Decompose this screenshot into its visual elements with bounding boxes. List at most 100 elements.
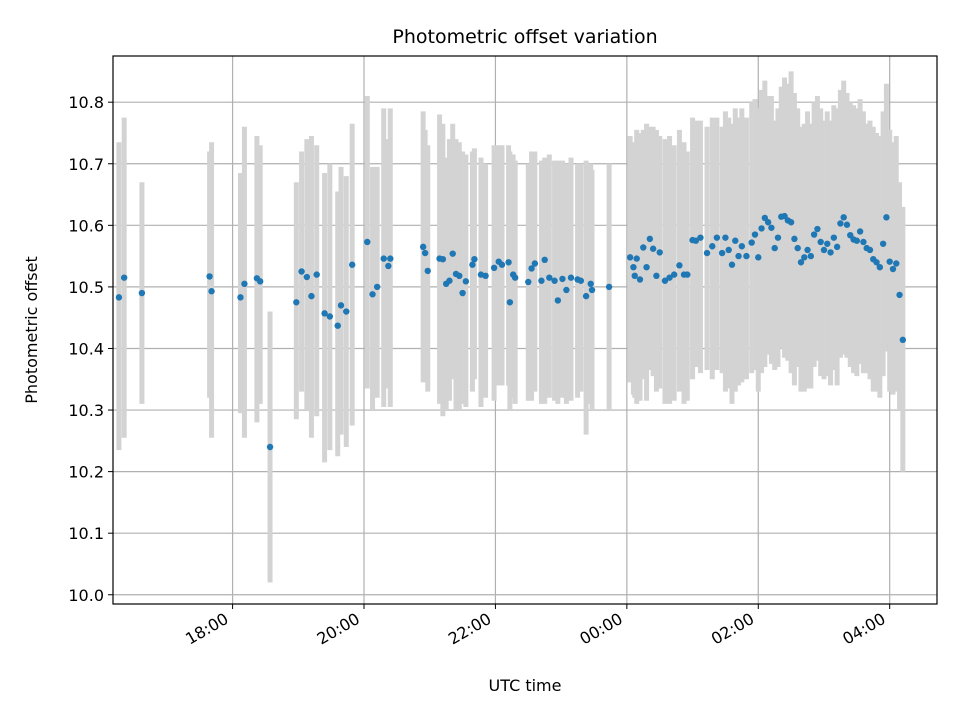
data-point [605, 283, 613, 291]
data-point [791, 235, 798, 243]
data-point [208, 288, 215, 295]
y-tick-label: 10.3 [68, 401, 104, 420]
data-point [541, 256, 548, 264]
data-point [266, 443, 274, 451]
data-point [439, 255, 447, 263]
data-point [554, 297, 562, 304]
data-point [640, 244, 647, 251]
data-point [531, 260, 539, 267]
data-point [469, 261, 476, 268]
data-point [837, 220, 844, 227]
data-point [758, 225, 765, 232]
data-point [387, 255, 394, 262]
data-point [820, 246, 828, 254]
data-point [505, 259, 512, 266]
plot-frame [112, 55, 938, 605]
data-point [424, 267, 431, 275]
data-point [656, 249, 663, 256]
data-point [732, 237, 739, 244]
data-point [725, 246, 732, 254]
data-point [348, 261, 356, 268]
data-point [303, 273, 311, 281]
data-point [421, 249, 429, 257]
data-point [797, 259, 805, 266]
data-point [337, 302, 345, 309]
data-point [630, 263, 637, 271]
data-point [827, 249, 834, 256]
data-point [743, 252, 750, 260]
data-point [588, 286, 596, 294]
data-point [419, 243, 427, 251]
data-point [722, 234, 729, 241]
data-point [697, 234, 704, 241]
data-point [636, 276, 644, 283]
data-point [498, 261, 506, 268]
y-tick-label: 10.6 [68, 216, 104, 235]
data-point [626, 254, 634, 261]
data-point [631, 272, 638, 280]
data-point [462, 278, 470, 285]
data-point [703, 249, 711, 257]
data-point [860, 238, 867, 246]
data-point [256, 278, 264, 285]
data-point [115, 294, 123, 301]
data-point [814, 225, 821, 233]
data-point [794, 244, 801, 252]
data-point [206, 273, 213, 280]
data-point [646, 235, 654, 243]
data-point [830, 234, 838, 241]
data-point [567, 274, 575, 281]
data-point [551, 277, 558, 284]
y-tick-label: 10.4 [68, 339, 104, 358]
data-point [755, 254, 762, 261]
data-point [653, 272, 660, 280]
data-point [633, 255, 640, 262]
data-point [446, 277, 453, 284]
data-point [326, 313, 334, 320]
data-point [666, 274, 673, 281]
data-point [298, 268, 305, 275]
data-point [313, 271, 320, 278]
data-point [843, 221, 851, 228]
data-point [899, 336, 907, 344]
data-point [661, 277, 669, 284]
data-point [237, 294, 244, 301]
data-point [896, 291, 903, 299]
data-point [643, 263, 650, 271]
data-point [563, 286, 570, 294]
data-point [889, 265, 897, 273]
data-point [670, 271, 678, 278]
data-point [804, 246, 811, 254]
data-point [456, 272, 463, 280]
data-point [577, 277, 585, 284]
data-point [833, 243, 841, 251]
data-point [506, 299, 514, 306]
data-point [308, 292, 315, 300]
data-markers [115, 212, 907, 451]
data-point [538, 277, 545, 284]
data-point [649, 245, 657, 252]
data-point [735, 252, 742, 260]
data-point [676, 262, 683, 269]
data-point [738, 243, 746, 250]
data-point [692, 237, 700, 244]
data-point [713, 234, 721, 241]
data-point [774, 234, 782, 241]
data-point [709, 243, 716, 250]
data-point [751, 231, 759, 238]
y-tick-label: 10.1 [68, 524, 104, 543]
y-tick-label: 10.7 [68, 155, 104, 174]
y-tick-label: 10.2 [68, 463, 104, 482]
y-axis-label: Photometric offset [22, 256, 41, 404]
data-point [334, 322, 341, 329]
data-point [385, 262, 392, 270]
data-point [840, 214, 847, 221]
data-point [684, 271, 691, 278]
data-point [893, 260, 900, 267]
data-point [138, 289, 146, 297]
data-point [748, 239, 755, 246]
data-point [293, 299, 300, 306]
data-point [380, 255, 387, 262]
data-point [587, 280, 594, 288]
